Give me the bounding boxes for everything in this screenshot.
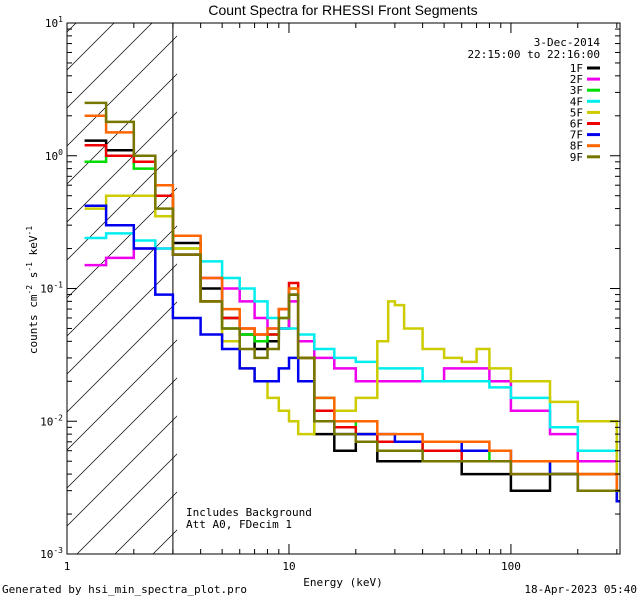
y-tick-label: 10-1 (40, 281, 63, 296)
series-line-3F (84, 154, 620, 492)
hatch-line (67, 377, 177, 489)
hatch-line (67, 111, 177, 223)
hatch-line (67, 23, 153, 109)
note-background: Includes Background (186, 506, 312, 519)
hatch-line (76, 453, 177, 554)
hatch-line (67, 73, 177, 185)
hatch-line (67, 23, 115, 71)
x-tick-label: 1 (64, 560, 71, 573)
hatch-line (67, 415, 177, 527)
legend-label-2F: 2F (570, 73, 583, 86)
attenuator-hatch-region (67, 23, 177, 554)
footer-generator: Generated by hsi_min_spectra_plot.pro (2, 583, 248, 596)
hatch-line (67, 263, 177, 375)
footer-timestamp: 18-Apr-2023 05:40 (524, 583, 637, 596)
series-line-2F (84, 247, 620, 492)
hatch-line (114, 491, 177, 554)
series-line-4F (84, 232, 620, 492)
hatch-line (67, 225, 177, 337)
y-tick-label: 101 (45, 15, 63, 30)
x-axis-label: Energy (keV) (303, 576, 382, 589)
y-axis-label: counts cm-2 s-1 keV-1 (25, 226, 40, 354)
y-tick-label: 10-2 (40, 413, 63, 428)
series-line-7F (84, 204, 620, 503)
y-tick-label: 100 (45, 148, 63, 163)
date-label: 3-Dec-2014 (534, 36, 601, 49)
legend-label-3F: 3F (570, 84, 583, 97)
legend-label-7F: 7F (570, 129, 583, 142)
hatch-line (67, 23, 77, 33)
hatch-line (67, 187, 177, 299)
legend-label-1F: 1F (570, 62, 583, 75)
series-line-9F (84, 101, 620, 492)
x-tick-label: 10 (282, 560, 295, 573)
hatch-line (67, 149, 177, 261)
time-range-label: 22:15:00 to 22:16:00 (468, 48, 600, 61)
y-tick-label: 10-3 (40, 546, 63, 561)
hatch-line (67, 301, 177, 413)
note-attenuator: Att A0, FDecim 1 (186, 518, 292, 531)
legend-label-9F: 9F (570, 151, 583, 164)
legend-label-6F: 6F (570, 118, 583, 131)
legend-label-5F: 5F (570, 106, 583, 119)
x-tick-label: 100 (501, 560, 521, 573)
hatch-line (67, 35, 177, 147)
legend-label-8F: 8F (570, 140, 583, 153)
hatch-line (67, 339, 177, 451)
series-line-6F (84, 143, 620, 492)
chart-title: Count Spectra for RHESSI Front Segments (208, 2, 477, 18)
legend-label-4F: 4F (570, 95, 583, 108)
